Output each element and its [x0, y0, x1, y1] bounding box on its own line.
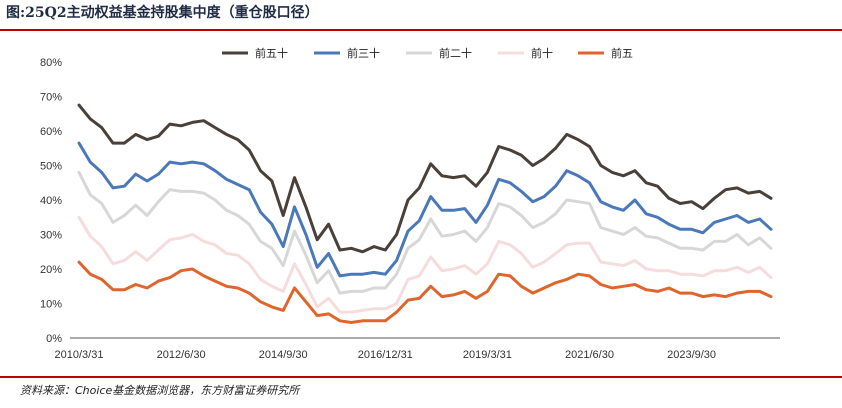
- x-tick-label: 2012/6/30: [157, 349, 206, 361]
- legend-label-5: 前五: [611, 46, 633, 60]
- legend-label-2: 前三十: [347, 46, 380, 60]
- legend-label-4: 前十: [531, 46, 553, 60]
- x-tick-label: 2023/9/30: [667, 349, 716, 361]
- y-tick-label: 30%: [40, 230, 62, 242]
- x-tick-label: 2014/9/30: [259, 349, 308, 361]
- title-rule: [0, 29, 842, 31]
- y-tick-label: 80%: [40, 57, 62, 69]
- chart-title: 图:25Q2主动权益基金持股集中度（重仓股口径）: [6, 5, 319, 21]
- y-tick-label: 60%: [40, 126, 62, 138]
- legend: 前五十 前三十 前二十 前十 前五: [222, 46, 633, 60]
- y-tick-label: 0%: [46, 333, 62, 345]
- x-tick-label: 2010/3/31: [55, 349, 104, 361]
- series-line-1: [77, 103, 773, 254]
- bottom-rule: [0, 376, 842, 378]
- x-tick-label: 2021/6/30: [565, 349, 614, 361]
- series-line-3: [77, 170, 773, 295]
- series-line-5: [77, 260, 773, 324]
- x-tick-label: 2019/3/31: [463, 349, 512, 361]
- axis-layer: 0% 10% 20% 30% 40% 50% 60% 70% 80% 2010/3/31 2012/…: [40, 57, 780, 361]
- series-layer: [77, 103, 773, 324]
- y-tick-label: 70%: [40, 92, 62, 104]
- y-tick-label: 10%: [40, 299, 62, 311]
- legend-label-1: 前五十: [255, 46, 288, 60]
- legend-label-3: 前二十: [439, 46, 472, 60]
- y-tick-label: 20%: [40, 264, 62, 276]
- source-note: 资料来源：Choice基金数据浏览器，东方财富证券研究所: [20, 384, 300, 397]
- series-line-2: [77, 141, 773, 278]
- series-line-4: [77, 215, 773, 314]
- y-tick-label: 40%: [40, 195, 62, 207]
- y-tick-label: 50%: [40, 161, 62, 173]
- x-tick-label: 2016/12/31: [358, 349, 413, 361]
